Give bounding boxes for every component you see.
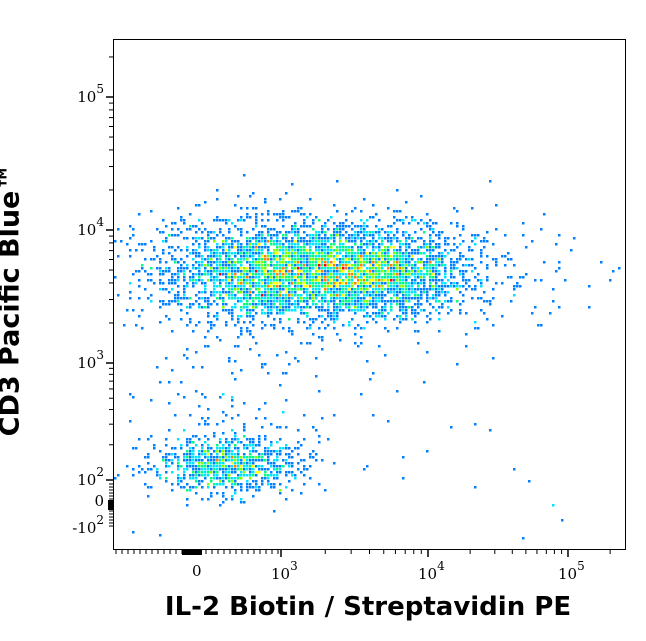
x-axis-label: IL-2 Biotin / Streptavidin PE — [164, 592, 572, 622]
plot-area-frame — [113, 39, 626, 550]
x-tick-label: 105 — [558, 559, 585, 583]
y-tick-label: 0 — [94, 492, 104, 510]
x-tick-label: 104 — [418, 559, 445, 583]
x-tick-label: 103 — [271, 559, 298, 583]
x-tick-label: 0 — [192, 562, 202, 580]
y-tick-label: 104 — [77, 215, 104, 239]
y-tick-label: 105 — [77, 82, 104, 106]
y-tick-label: -102 — [72, 513, 104, 537]
y-tick-label: 103 — [77, 348, 104, 372]
y-tick-label: 102 — [77, 465, 104, 489]
